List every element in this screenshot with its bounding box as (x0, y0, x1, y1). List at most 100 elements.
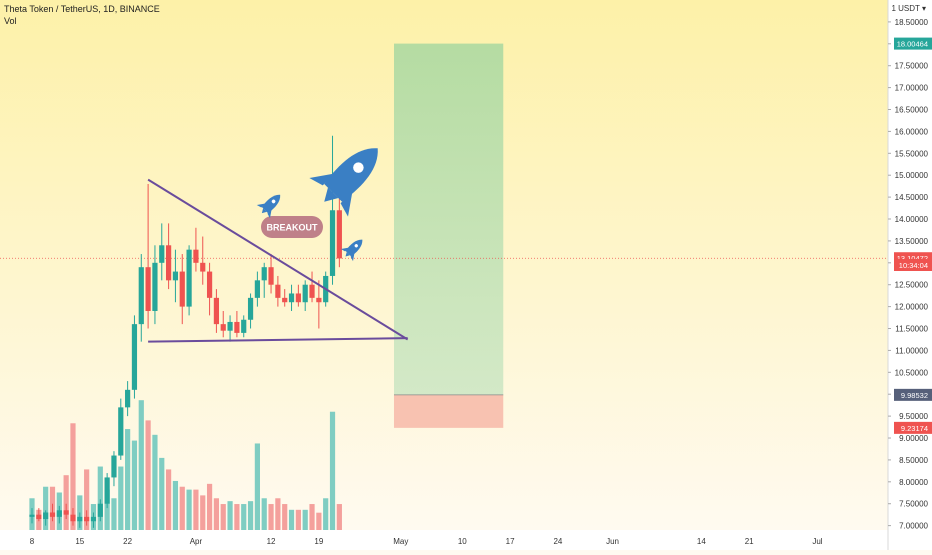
volume-bar (329, 411, 336, 530)
candle-body (261, 267, 267, 281)
candle-body (152, 262, 158, 311)
x-tick-label: 15 (75, 537, 84, 546)
volume-label: Vol (4, 16, 17, 26)
y-tick-label: 7.00000 (899, 522, 928, 531)
y-tick-label: 14.50000 (895, 193, 929, 202)
candle-body (179, 271, 185, 307)
rocket-fin-left (340, 247, 349, 252)
rocket-fin-right (350, 253, 355, 262)
rocket-body (261, 194, 281, 214)
volume-bar (104, 489, 110, 530)
y-tick-label: 15.50000 (895, 149, 929, 158)
x-tick-label: 21 (745, 537, 754, 546)
rocket-fin-left (309, 173, 335, 186)
volume-bar (131, 440, 138, 530)
volume-bar (200, 495, 206, 530)
volume-bar (282, 504, 288, 530)
time-axis-panel (0, 530, 932, 550)
volume-bar (118, 466, 124, 530)
volume-bar (63, 475, 69, 530)
price-tag (894, 259, 932, 271)
candle-body (227, 321, 233, 331)
candle-body (241, 319, 247, 333)
volume-bar (159, 457, 165, 530)
y-tick-label: 12.50000 (895, 281, 929, 290)
volume-bar (111, 498, 117, 530)
y-tick-label: 11.50000 (895, 325, 928, 334)
y-tick-label: 10.50000 (895, 368, 929, 377)
volume-bar (193, 489, 199, 530)
volume-bar (261, 498, 267, 530)
candle-body (213, 297, 220, 325)
volume-bar (316, 512, 322, 530)
volume-bar (166, 469, 172, 530)
volume-bar (213, 498, 220, 530)
rocket-window (354, 244, 358, 248)
price-tag-label: 9.98532 (901, 391, 928, 400)
price-tag (894, 421, 932, 434)
volume-bar (254, 443, 260, 530)
rocket-fin-right (267, 209, 272, 219)
rocket-fin-right (340, 191, 353, 217)
y-tick-label: 17.50000 (895, 62, 929, 71)
y-tick-label: 11.00000 (895, 346, 928, 355)
candle-body (97, 503, 103, 517)
price-axis-panel (888, 0, 932, 550)
candle-body (43, 512, 49, 520)
x-tick-label: Jul (812, 537, 822, 546)
volume-bar (206, 483, 213, 530)
candle-body (268, 267, 274, 285)
candle-body (63, 510, 69, 515)
volume-bar (186, 489, 192, 530)
currency-unit-selector[interactable]: 1 USDT ▾ (891, 4, 926, 13)
volume-bar (241, 504, 247, 530)
candle-body (172, 271, 179, 281)
rocket-window (271, 199, 276, 204)
volume-bar (227, 501, 233, 530)
volume-bar (268, 504, 274, 530)
price-tag-label: 18.00464 (897, 40, 928, 49)
y-tick-label: 7.50000 (899, 500, 928, 509)
rocket-icon-large (309, 148, 378, 217)
candle-body (282, 297, 288, 303)
candle-body (104, 477, 110, 504)
candle-body (84, 516, 90, 522)
y-tick-label: 14.00000 (895, 215, 929, 224)
candle-body (49, 512, 56, 517)
candle-body (118, 407, 124, 456)
candle-body (206, 271, 213, 298)
candle-body (56, 510, 62, 517)
candle-body (131, 324, 138, 390)
rocket-icon-small (256, 194, 281, 219)
candle-body (77, 516, 83, 522)
volume-bar (145, 420, 151, 530)
rocket-fin-left (256, 203, 266, 208)
breakout-label: BREAKOUT (267, 223, 319, 233)
volume-bar (172, 480, 179, 530)
candle-body (193, 249, 199, 263)
candle-body (288, 293, 295, 303)
x-tick-label: 14 (697, 537, 706, 546)
candle-body (200, 262, 206, 272)
rocket-body (324, 148, 378, 202)
volume-bar (97, 466, 103, 530)
volume-bar (323, 498, 329, 530)
x-tick-label: May (393, 537, 408, 546)
candle-body (159, 245, 165, 263)
x-tick-label: Apr (190, 537, 203, 546)
y-tick-label: 9.00000 (899, 434, 928, 443)
trendline (148, 337, 408, 343)
candle-body (90, 516, 97, 522)
candle-body (295, 293, 301, 303)
x-tick-label: 8 (30, 537, 35, 546)
candle-body (70, 514, 76, 522)
rocket-exhaust (345, 252, 350, 257)
price-tag-label: 13.10472 (897, 254, 928, 263)
volume-bar (234, 504, 240, 530)
x-tick-label: Jun (606, 537, 619, 546)
y-tick-label: 8.00000 (899, 478, 928, 487)
volume-bar (275, 498, 281, 530)
candle-body (220, 324, 226, 331)
